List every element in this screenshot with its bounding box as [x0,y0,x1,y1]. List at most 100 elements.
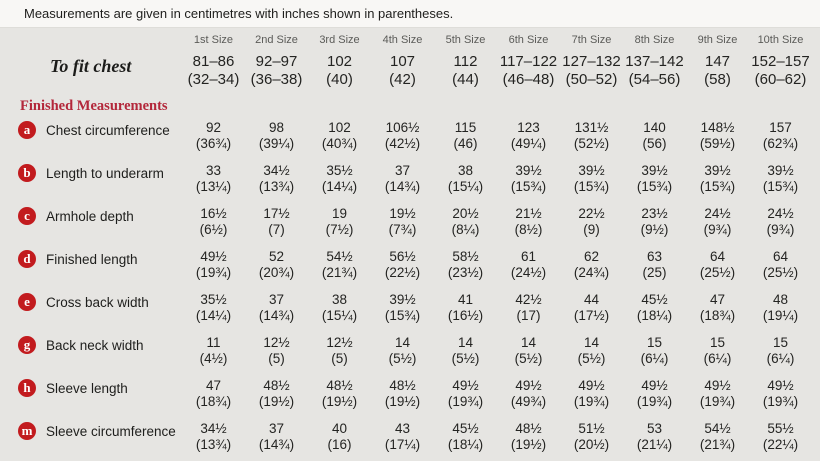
measurement-cell: 92 (36¾) [182,120,245,152]
cm-value: 15 [772,335,789,350]
intro-bar: Measurements are given in centimetres wi… [0,0,820,28]
cm-value: 42½ [515,292,542,307]
measurement-cell: 47 (18¾) [686,292,749,324]
row-label-cell: g Back neck width [10,335,182,354]
to-fit-cm-value: 127–132 [562,53,621,70]
cm-value: 37 [394,163,411,178]
cm-value: 49½ [578,378,605,393]
in-value: (13¾) [195,437,232,452]
measurement-cell: 34½ (13¾) [182,421,245,453]
cm-value: 35½ [326,163,353,178]
in-value: (21¼) [636,437,673,452]
in-value: (40¾) [321,136,358,151]
in-value: (14¾) [258,308,295,323]
in-value: (19¾) [762,394,799,409]
in-value: (6¼) [640,351,669,366]
row-label-cell: e Cross back width [10,292,182,311]
cm-value: 41 [457,292,474,307]
table-row: e Cross back width 35½ (14¼) 37 (14¾) 38 (15¼) 3… [10,292,812,332]
in-value: (36¾) [195,136,232,151]
in-value: (17½) [573,308,610,323]
table-row: c Armhole depth 16½ (6½) 17½ (7) 19 (7½) 19½ (7¾)… [10,206,812,246]
in-value: (25½) [699,265,736,280]
cm-value: 43 [394,421,411,436]
in-value: (5) [268,351,285,366]
size-header: 8th Size [634,34,675,46]
to-fit-in-value: (32–34) [187,71,240,88]
cm-value: 14 [583,335,600,350]
cm-value: 157 [769,120,792,135]
measurement-cell: 47 (18¾) [182,378,245,410]
in-value: (59½) [699,136,736,151]
in-value: (22¼) [762,437,799,452]
in-value: (9¾) [766,222,795,237]
in-value: (14¾) [384,179,421,194]
measurement-cell: 45½ (18¼) [623,292,686,324]
in-value: (16) [327,437,352,452]
in-value: (19¾) [573,394,610,409]
in-value: (19¾) [447,394,484,409]
in-value: (9) [583,222,600,237]
cm-value: 19 [331,206,348,221]
cm-value: 16½ [200,206,227,221]
to-fit-in-value: (46–48) [502,71,555,88]
in-value: (25) [642,265,667,280]
cm-value: 48½ [389,378,416,393]
in-value: (5½) [451,351,480,366]
in-value: (15¾) [573,179,610,194]
row-label: Sleeve length [46,380,128,396]
in-value: (62¾) [762,136,799,151]
cm-value: 63 [646,249,663,264]
cm-value: 48½ [515,421,542,436]
in-value: (19½) [510,437,547,452]
size-header: 7th Size [571,34,612,46]
in-value: (14¼) [321,179,358,194]
measurement-cell: 33 (13¼) [182,163,245,195]
cm-value: 14 [394,335,411,350]
row-label: Length to underarm [46,165,164,181]
cm-value: 35½ [200,292,227,307]
measurement-cell: 63 (25) [623,249,686,281]
to-fit-chest-label: To fit chest [50,56,132,76]
cm-value: 22½ [578,206,605,221]
measurement-cell: 56½ (22½) [371,249,434,281]
cm-value: 48½ [326,378,353,393]
size-header: 5th Size [445,34,486,46]
cm-value: 49½ [704,378,731,393]
measurement-cell: 39½ (15¾) [371,292,434,324]
cm-value: 33 [205,163,222,178]
to-fit-in-value: (58) [704,71,731,88]
in-value: (19¾) [195,265,232,280]
cm-value: 106½ [385,120,420,135]
size-header: 1st Size [193,34,234,46]
row-label-cell: m Sleeve circumference [10,421,182,440]
measurement-cell: 24½ (9¾) [686,206,749,238]
to-fit-in-value: (54–56) [628,71,681,88]
to-fit-chest-cell: 112 (44) [434,53,497,89]
cm-value: 21½ [515,206,542,221]
measurement-cell: 131½ (52½) [560,120,623,152]
cm-value: 24½ [767,206,794,221]
cm-value: 39½ [578,163,605,178]
cm-value: 54½ [326,249,353,264]
cm-value: 14 [457,335,474,350]
in-value: (20½) [573,437,610,452]
measurement-cell: 12½ (5) [245,335,308,367]
measurement-table: 1st Size 2nd Size 3rd Size 4th Size 5th Size… [0,28,820,461]
measurement-cell: 102 (40¾) [308,120,371,152]
measurement-cell: 48½ (19½) [371,378,434,410]
in-value: (19½) [384,394,421,409]
measurement-cell: 48½ (19½) [308,378,371,410]
cm-value: 54½ [704,421,731,436]
cm-value: 38 [457,163,474,178]
in-value: (52½) [573,136,610,151]
row-badge: b [18,164,36,182]
measurement-cell: 24½ (9¾) [749,206,812,238]
in-value: (13¾) [258,179,295,194]
measurement-cell: 140 (56) [623,120,686,152]
cm-value: 64 [772,249,789,264]
cm-value: 12½ [263,335,290,350]
in-value: (9¾) [703,222,732,237]
row-badge: e [18,293,36,311]
size-header: 6th Size [508,34,549,46]
